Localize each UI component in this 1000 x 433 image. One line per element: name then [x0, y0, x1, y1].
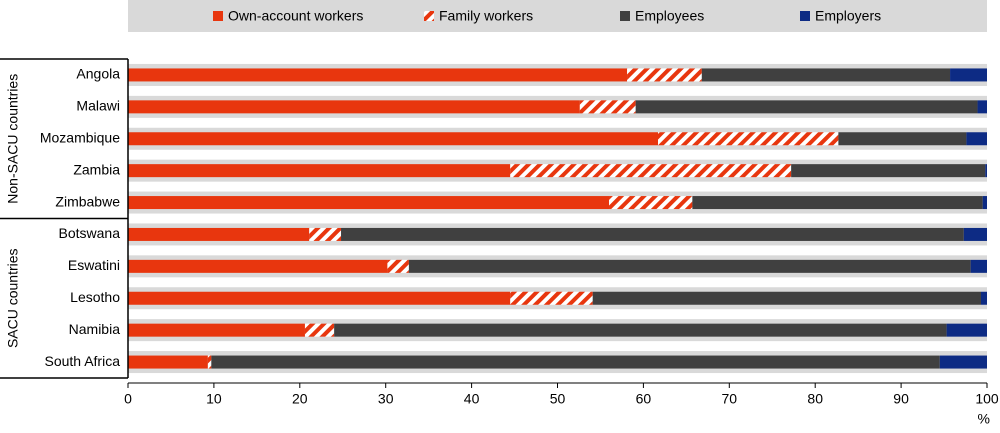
y-tick-label: Zimbabwe: [55, 193, 120, 209]
bar-segment: [609, 196, 693, 210]
bar-segment: [408, 259, 971, 273]
legend-swatch: [424, 11, 434, 21]
y-tick-label: Zambia: [73, 161, 120, 177]
legend-swatch: [620, 11, 630, 21]
bar-segment: [963, 227, 987, 241]
legend-label: Employers: [815, 8, 881, 24]
x-tick-label: 30: [378, 391, 394, 407]
bar-segment: [692, 196, 983, 210]
x-tick-label: 100: [975, 391, 999, 407]
bar-segment: [387, 259, 409, 273]
bar-segment: [510, 164, 792, 178]
legend-swatch: [800, 11, 810, 21]
group-label: SACU countries: [5, 248, 21, 348]
legend-background: [128, 0, 987, 32]
bar-segment: [128, 100, 580, 114]
bar-segment: [982, 196, 987, 210]
bar-segment: [592, 291, 981, 305]
bar-segment: [341, 227, 964, 241]
bar-segment: [946, 323, 987, 337]
bar-segment: [128, 227, 310, 241]
bar-segment: [701, 68, 951, 82]
x-tick-label: 60: [636, 391, 652, 407]
bar-segment: [128, 164, 511, 178]
y-tick-label: Angola: [76, 66, 120, 82]
y-tick-label: Botswana: [59, 225, 121, 241]
x-tick-label: 40: [464, 391, 480, 407]
bar-segment: [980, 291, 987, 305]
y-tick-label: Mozambique: [40, 129, 120, 145]
bar-segment: [950, 68, 987, 82]
y-tick-label: Lesotho: [70, 289, 120, 305]
y-tick-label: South Africa: [45, 353, 121, 369]
bar-segment: [970, 259, 987, 273]
bar-segment: [977, 100, 987, 114]
bar-segment: [966, 132, 987, 146]
bar-segment: [128, 196, 610, 210]
x-tick-label: 20: [292, 391, 308, 407]
bar-segment: [128, 291, 511, 305]
y-tick-label: Eswatini: [68, 257, 120, 273]
bar-segment: [985, 164, 987, 178]
x-axis-unit: %: [978, 411, 990, 427]
bar-segment: [309, 227, 342, 241]
bar-segment: [128, 259, 388, 273]
group-label: Non-SACU countries: [5, 74, 21, 204]
legend-label: Family workers: [439, 8, 533, 24]
legend-label: Own-account workers: [228, 8, 363, 24]
bar-segment: [791, 164, 986, 178]
x-tick-label: 80: [807, 391, 823, 407]
bar-segment: [838, 132, 967, 146]
x-tick-label: 70: [722, 391, 738, 407]
bar-segment: [627, 68, 702, 82]
x-tick-label: 10: [206, 391, 222, 407]
bar-segment: [939, 355, 987, 369]
x-tick-label: 90: [893, 391, 909, 407]
y-tick-label: Malawi: [76, 98, 120, 114]
bar-segment: [304, 323, 335, 337]
bar-segment: [635, 100, 978, 114]
bar-segment: [128, 68, 628, 82]
bar-segment: [510, 291, 593, 305]
bar-segment: [128, 132, 659, 146]
x-tick-label: 0: [124, 391, 132, 407]
bar-segment: [579, 100, 636, 114]
bar-segment: [128, 323, 305, 337]
y-tick-label: Namibia: [69, 321, 121, 337]
legend-swatch: [213, 11, 223, 21]
bar-segment: [334, 323, 947, 337]
bar-segment: [211, 355, 940, 369]
bar-segment: [658, 132, 839, 146]
bar-segment: [128, 355, 208, 369]
legend-label: Employees: [635, 8, 704, 24]
x-tick-label: 50: [550, 391, 566, 407]
bar-segment: [207, 355, 212, 369]
